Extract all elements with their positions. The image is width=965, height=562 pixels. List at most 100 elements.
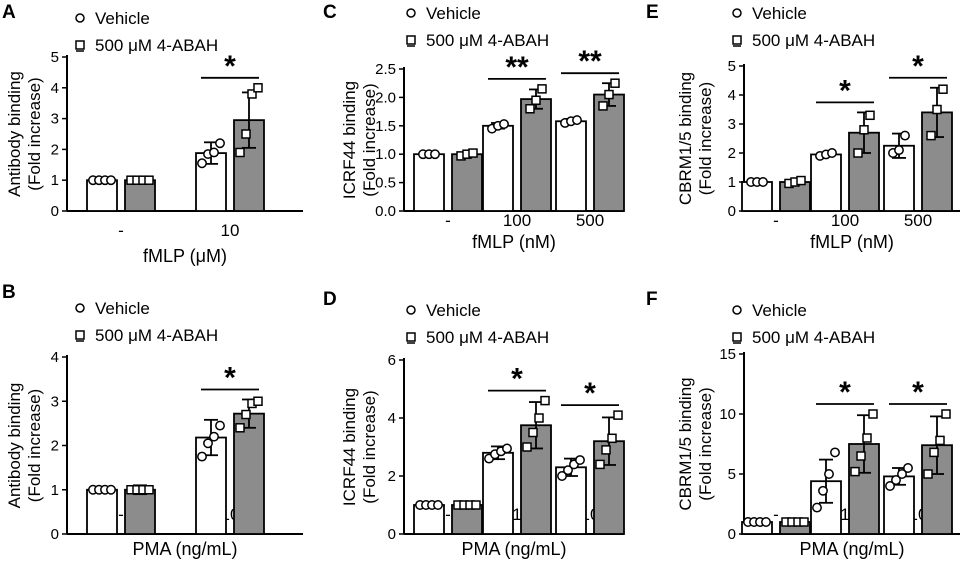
- data-point: [761, 517, 771, 527]
- panel-D: D Vehicle 500 μM 4-ABAH 0 2 4 6 ICRF44 binding(…: [323, 289, 625, 559]
- category-label: -: [773, 505, 779, 524]
- data-point: [197, 158, 207, 169]
- data-point: [885, 481, 895, 491]
- data-point: [209, 147, 219, 158]
- y-axis-label-line: (Fold increase): [360, 83, 379, 196]
- data-point: [557, 471, 567, 481]
- significance-marker: *: [511, 363, 523, 396]
- legend-abah-marker: [732, 35, 742, 45]
- bar: [451, 504, 483, 535]
- legend-abah-marker: [75, 330, 85, 340]
- data-point: [868, 409, 878, 419]
- data-point: [144, 175, 154, 185]
- data-point: [900, 130, 910, 141]
- y-tick-label: 0: [51, 526, 59, 543]
- legend-abah-marker: [75, 40, 85, 50]
- x-axis-label: PMA (ng/mL): [461, 539, 566, 559]
- y-tick-label: 15: [719, 346, 736, 363]
- data-point: [253, 396, 263, 406]
- bar: [482, 124, 514, 212]
- bar: [451, 153, 483, 212]
- panel-letter: B: [2, 282, 16, 303]
- bar: [86, 488, 118, 535]
- y-tick-label: 1: [51, 172, 59, 189]
- x-axis-label: fMLP (nM): [472, 232, 556, 252]
- data-point: [253, 83, 263, 93]
- panel-letter: A: [2, 2, 16, 23]
- legend-vehicle-marker: [75, 13, 85, 23]
- y-tick-label: 1: [728, 174, 736, 191]
- y-tick-label: 4: [51, 349, 59, 366]
- data-point: [865, 110, 875, 121]
- data-point: [598, 101, 608, 111]
- data-point: [531, 95, 541, 105]
- y-axis-label: ICRF44 binding(Fold increase): [340, 81, 379, 199]
- significance-marker: *: [912, 50, 924, 83]
- data-point: [894, 145, 904, 156]
- data-point: [923, 469, 933, 479]
- y-tick-label: 2.5: [375, 61, 396, 78]
- y-tick-label: 5: [728, 58, 736, 75]
- data-point: [537, 84, 547, 94]
- panel-letter: D: [323, 289, 337, 310]
- legend-vehicle-marker: [732, 8, 742, 18]
- data-point: [215, 138, 225, 149]
- data-point: [235, 423, 245, 433]
- data-point: [209, 431, 219, 442]
- y-axis-label: CBRM1/5 binding(Fold increase): [676, 377, 715, 510]
- y-tick-label: 2: [51, 141, 59, 158]
- category-label: 500: [904, 211, 932, 230]
- y-tick-label: 10: [719, 406, 736, 423]
- panel-A: A Vehicle 500 μM 4-ABAH 0 1 2 3 4 5 Antibody bind…: [2, 2, 303, 266]
- y-tick-label: 2.0: [375, 89, 396, 106]
- y-tick-label: 0.0: [375, 203, 396, 220]
- data-point: [534, 413, 544, 423]
- significance-marker: **: [505, 51, 529, 84]
- y-tick-label: 0: [51, 203, 59, 220]
- data-point: [203, 438, 213, 449]
- y-tick-label: 4: [51, 80, 59, 97]
- significance-marker: *: [839, 376, 851, 409]
- data-point: [144, 485, 154, 495]
- significance-marker: **: [578, 45, 602, 78]
- y-axis-label-line: ICRF44 binding: [340, 388, 359, 506]
- y-tick-label: 2: [728, 145, 736, 162]
- panel-letter: C: [323, 2, 337, 23]
- legend-vehicle-label: Vehicle: [95, 9, 150, 28]
- category-label: -: [445, 211, 451, 230]
- y-axis-label-line: CBRM1/5 binding: [676, 377, 695, 510]
- bar: [779, 181, 811, 212]
- x-axis-label: PMA (ng/mL): [132, 539, 237, 559]
- data-point: [758, 177, 768, 187]
- y-axis-label-line: ICRF44 binding: [340, 81, 359, 199]
- y-axis-label-line: (Fold increase): [25, 389, 44, 502]
- legend-vehicle-label: Vehicle: [95, 299, 150, 318]
- y-tick-label: 4: [728, 87, 736, 104]
- significance-marker: *: [224, 50, 236, 83]
- y-axis-label-line: (Fold increase): [25, 77, 44, 190]
- y-tick-label: 0: [728, 526, 736, 543]
- y-tick-label: 0: [388, 526, 396, 543]
- y-axis-label: ICRF44 binding(Fold increase): [340, 388, 379, 506]
- legend-vehicle-marker: [75, 303, 85, 313]
- significance-marker: *: [912, 376, 924, 409]
- category-label: -: [118, 505, 124, 524]
- legend-abah-label: 500 μM 4-ABAH: [752, 328, 875, 347]
- panel-E: E Vehicle 500 μM 4-ABAH 0 1 2 3 4 5 CBRM1/5 bindi…: [646, 2, 960, 252]
- data-point: [575, 455, 585, 465]
- y-tick-label: 4: [388, 410, 396, 427]
- category-label: 100: [503, 211, 531, 230]
- data-point: [799, 517, 809, 527]
- category-label: -: [118, 221, 124, 240]
- data-point: [522, 442, 532, 452]
- data-point: [827, 148, 837, 158]
- legend-abah-label: 500 μM 4-ABAH: [426, 31, 549, 50]
- y-tick-label: 6: [388, 352, 396, 369]
- x-axis-label: fMLP (μM): [143, 246, 227, 266]
- data-point: [433, 500, 443, 510]
- category-label: -: [773, 211, 779, 230]
- data-point: [891, 475, 901, 485]
- data-point: [604, 89, 614, 100]
- data-point: [926, 130, 936, 141]
